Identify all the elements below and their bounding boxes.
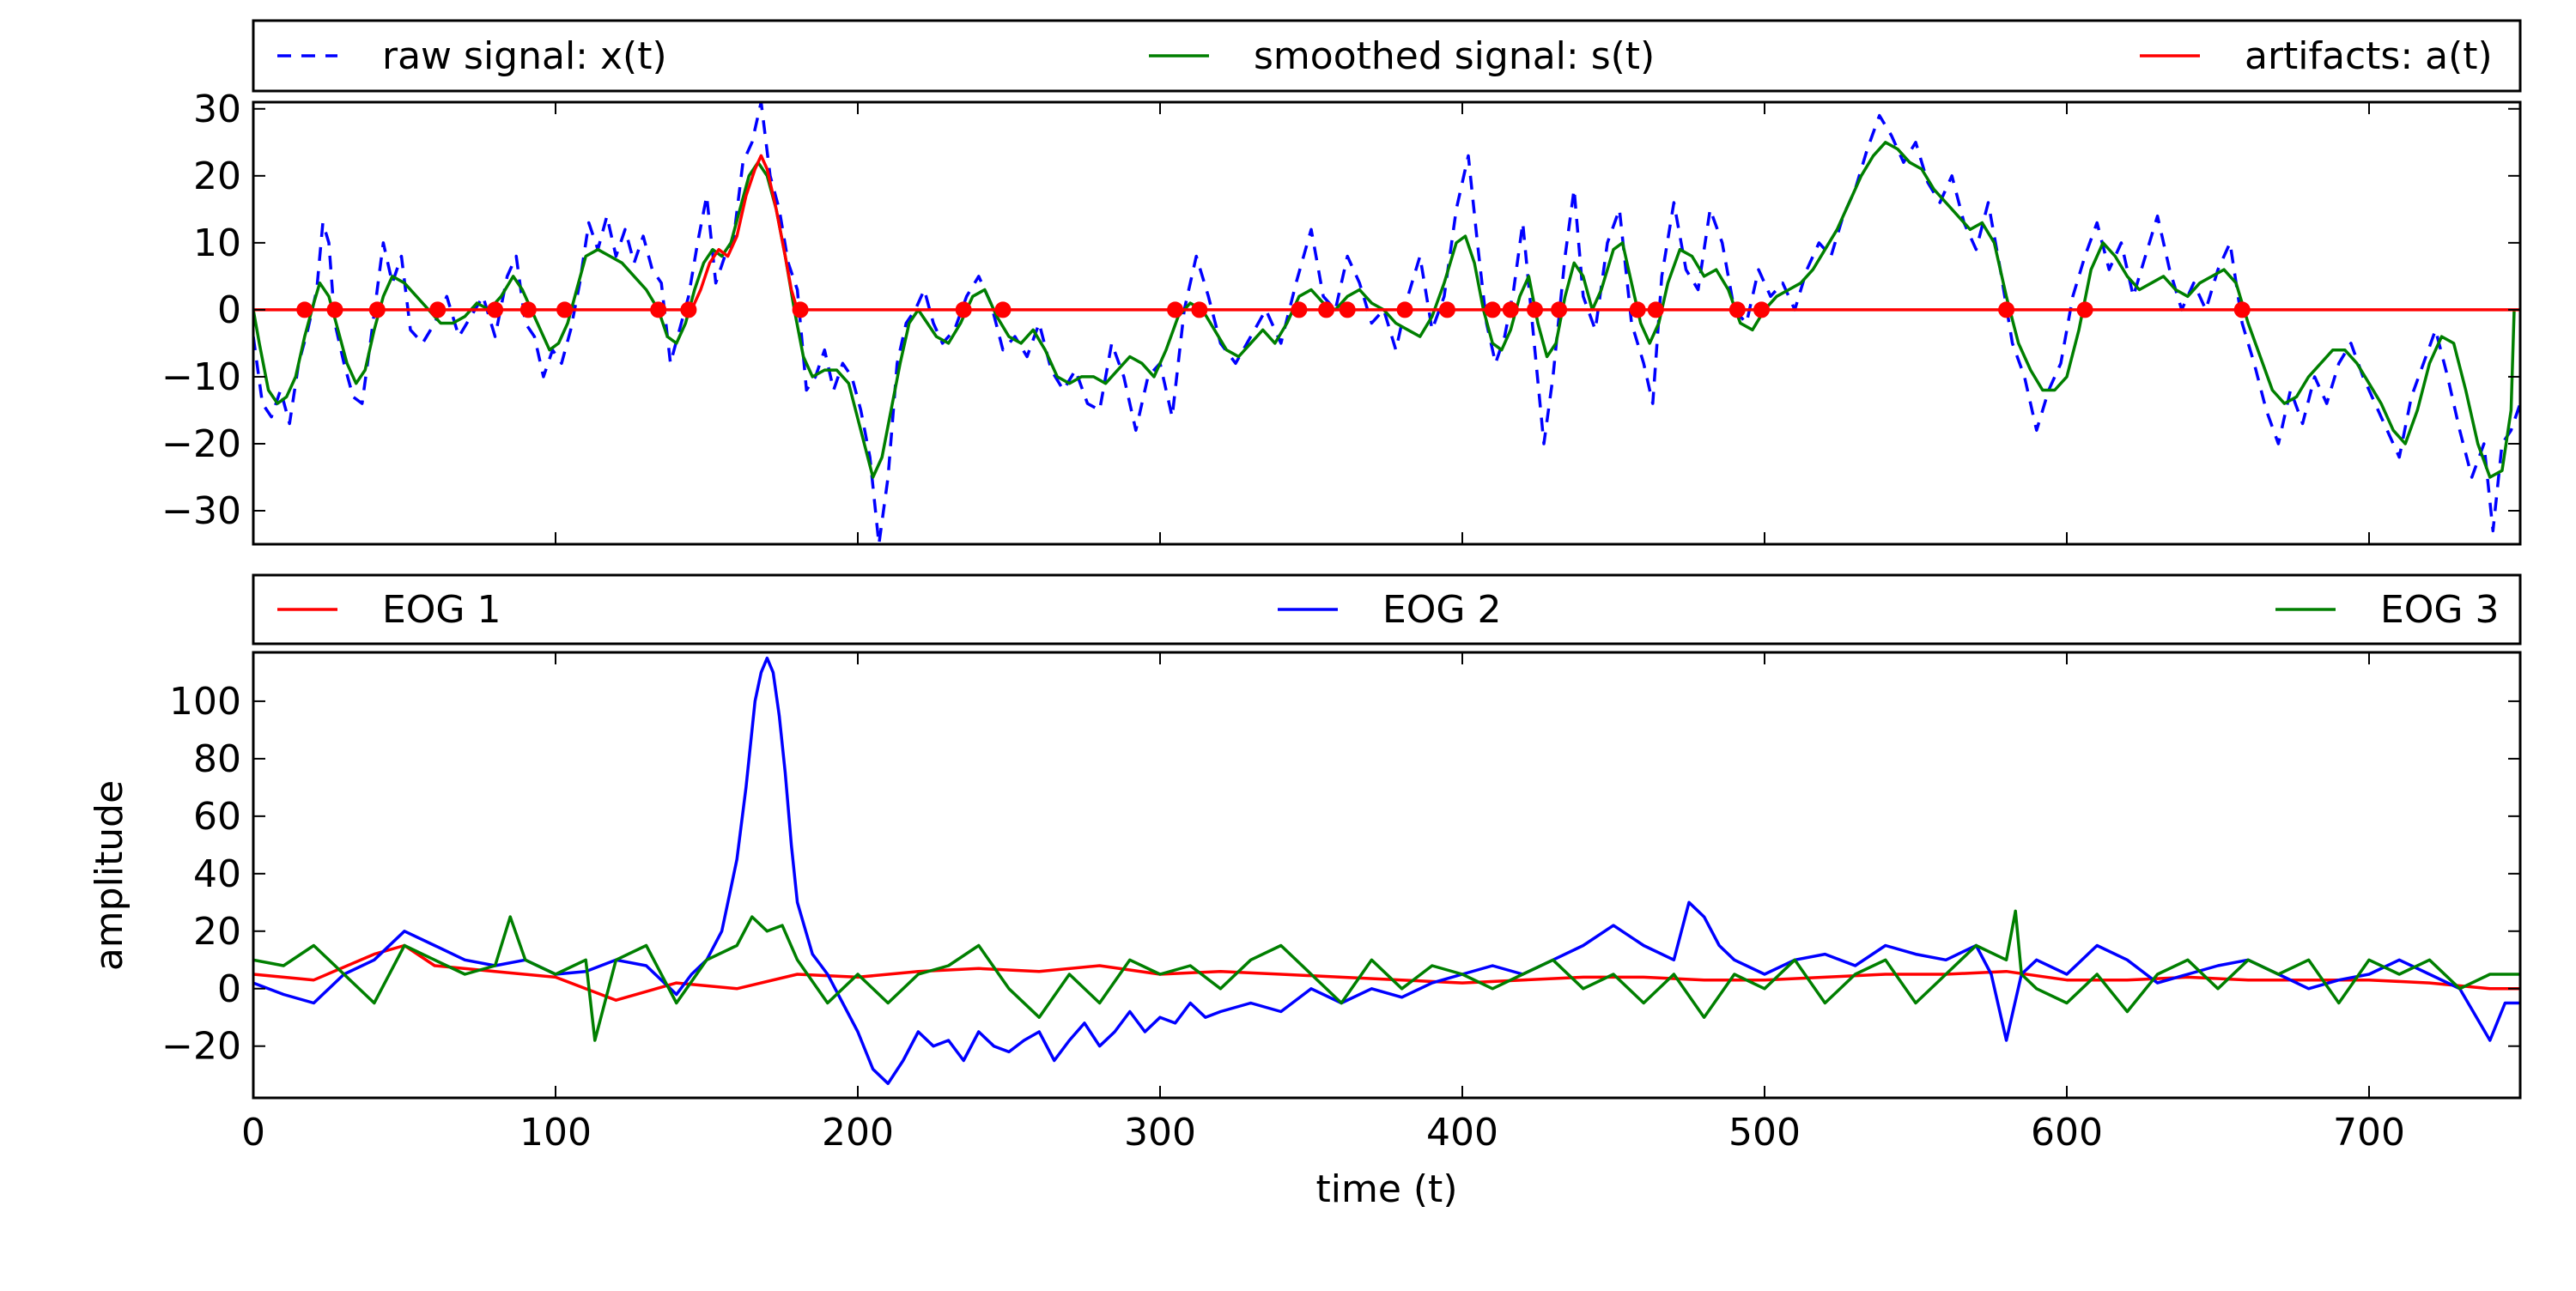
artifact-marker	[556, 301, 574, 318]
bottom-plot-border	[252, 651, 2522, 1100]
x-tick-label: 200	[822, 1111, 894, 1155]
legend-label: EOG 2	[1382, 588, 1502, 632]
y-tick-label: −10	[161, 355, 241, 399]
artifact-marker	[429, 301, 447, 318]
artifact-marker	[650, 301, 667, 318]
x-tick-label: 600	[2031, 1111, 2103, 1155]
artifact-marker	[326, 301, 343, 318]
top-plot-border	[252, 100, 2522, 546]
top-legend: raw signal: x(t) smoothed signal: s(t) art…	[252, 19, 2522, 93]
artifact-marker	[1527, 301, 1543, 318]
x-axis-label: time (t)	[1316, 1167, 1458, 1211]
series-line-top-2	[253, 154, 2520, 312]
artifact-marker	[792, 301, 809, 318]
series-line-top-1	[253, 141, 2516, 479]
y-tick-label: 30	[193, 88, 241, 131]
legend-label: EOG 1	[382, 588, 501, 632]
bottom-plot-frame	[253, 652, 2520, 1098]
x-tick-label: 700	[2333, 1111, 2405, 1155]
artifact-marker	[1291, 301, 1308, 318]
x-tick-label: 300	[1124, 1111, 1196, 1155]
legend-label: EOG 3	[2380, 588, 2500, 632]
artifact-marker	[519, 301, 537, 318]
legend-label: smoothed signal: s(t)	[1254, 34, 1655, 78]
x-tick-label: 0	[241, 1111, 265, 1155]
artifact-marker	[1438, 301, 1455, 318]
x-tick-label: 500	[1728, 1111, 1801, 1155]
series-line-bottom-1	[253, 656, 2520, 1086]
y-tick-label: 20	[193, 155, 241, 198]
artifact-marker	[1191, 301, 1208, 318]
artifact-marker	[1753, 301, 1770, 318]
y-tick-label: 100	[169, 680, 241, 724]
series-line-top-0	[253, 102, 2520, 544]
artifact-marker	[487, 301, 504, 318]
artifact-marker	[1551, 301, 1568, 318]
bottom-legend-frame	[252, 573, 2522, 646]
x-tick-label: 100	[519, 1111, 592, 1155]
artifact-marker	[1318, 301, 1335, 318]
legend-label: artifacts: a(t)	[2245, 34, 2493, 78]
artifact-marker	[994, 301, 1012, 318]
y-tick-label: 10	[193, 221, 241, 265]
artifact-marker	[1167, 301, 1184, 318]
artifact-marker	[2233, 301, 2251, 318]
y-tick-label: 0	[217, 288, 241, 332]
artifact-marker	[1339, 301, 1356, 318]
y-tick-label: 80	[193, 737, 241, 781]
top-panel: −30 −20 −10 0 10 20 30	[161, 88, 2522, 546]
artifact-marker	[296, 301, 313, 318]
y-axis-label: amplitude	[88, 780, 131, 971]
series-line-bottom-0	[253, 943, 2520, 1002]
artifact-marker	[1647, 301, 1664, 318]
artifact-marker	[1728, 301, 1746, 318]
y-tick-label: 60	[193, 795, 241, 839]
artifact-marker	[368, 301, 386, 318]
y-tick-label: 40	[193, 852, 241, 896]
y-tick-label: −20	[161, 422, 241, 466]
y-tick-label: 20	[193, 910, 241, 954]
bottom-legend: EOG 1 EOG 2 EOG 3	[252, 573, 2522, 646]
artifact-marker	[2076, 301, 2093, 318]
y-tick-label: −20	[161, 1025, 241, 1069]
artifact-marker	[1502, 301, 1519, 318]
y-tick-label: −30	[161, 489, 241, 533]
legend-label: raw signal: x(t)	[382, 34, 667, 78]
artifact-marker	[1484, 301, 1501, 318]
artifact-marker	[1396, 301, 1413, 318]
series-line-bottom-2	[253, 909, 2520, 1042]
artifact-marker	[680, 301, 697, 318]
artifact-marker	[955, 301, 972, 318]
x-tick-label: 400	[1426, 1111, 1498, 1155]
y-tick-label: 0	[217, 967, 241, 1011]
artifact-marker	[1998, 301, 2015, 318]
artifact-marker	[1629, 301, 1646, 318]
